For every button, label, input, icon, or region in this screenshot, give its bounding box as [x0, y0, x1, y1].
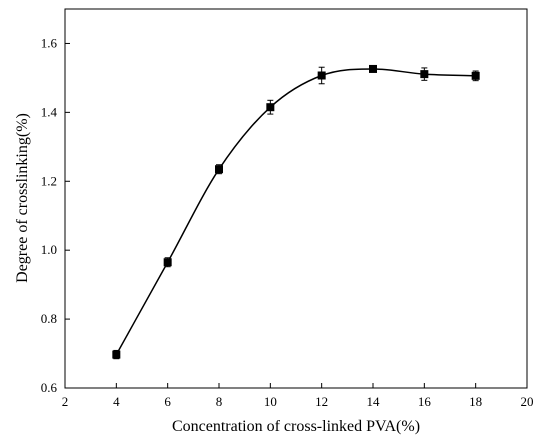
- x-tick-label: 18: [469, 394, 482, 409]
- data-point: [163, 258, 172, 267]
- y-tick-label: 1.0: [41, 242, 57, 257]
- x-tick-label: 16: [418, 394, 432, 409]
- x-axis-ticks: 2 4 6 8 10 12 14 16 18 20: [62, 383, 534, 409]
- x-tick-label: 20: [521, 394, 534, 409]
- y-tick-label: 1.6: [41, 35, 58, 50]
- y-tick-label: 0.8: [41, 311, 57, 326]
- x-tick-label: 6: [164, 394, 171, 409]
- data-point: [420, 70, 429, 79]
- data-point: [112, 350, 121, 359]
- x-tick-label: 12: [315, 394, 328, 409]
- x-tick-label: 8: [216, 394, 223, 409]
- x-tick-label: 4: [113, 394, 120, 409]
- y-tick-label: 1.4: [41, 104, 58, 119]
- y-tick-label: 0.6: [41, 380, 58, 395]
- fit-curve: [115, 68, 476, 355]
- y-tick-label: 1.2: [41, 173, 57, 188]
- x-tick-label: 14: [367, 394, 381, 409]
- data-point: [317, 71, 326, 80]
- y-axis-ticks: 0.6 0.8 1.0 1.2 1.4 1.6: [41, 35, 70, 395]
- data-points: [112, 64, 480, 360]
- x-tick-label: 10: [264, 394, 277, 409]
- data-point: [266, 103, 275, 112]
- data-point: [369, 64, 377, 73]
- y-axis-label: Degree of crosslinking(%): [14, 113, 31, 283]
- x-axis-label: Concentration of cross-linked PVA(%): [172, 418, 420, 435]
- x-tick-label: 2: [62, 394, 69, 409]
- plot-frame: [64, 8, 528, 389]
- data-point: [215, 165, 223, 174]
- data-point: [471, 71, 480, 80]
